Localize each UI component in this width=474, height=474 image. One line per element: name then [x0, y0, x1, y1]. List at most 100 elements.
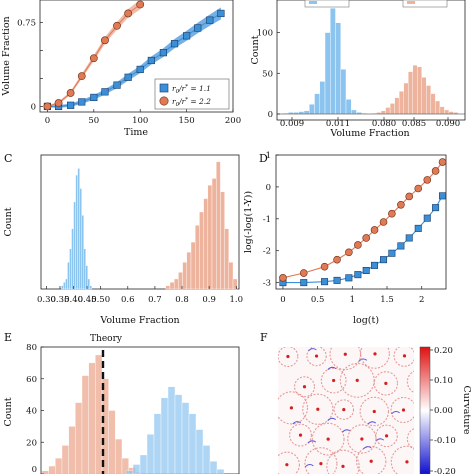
data-point	[438, 158, 447, 166]
data-point	[170, 40, 179, 48]
grain-center	[341, 464, 345, 468]
histogram-bar	[63, 282, 66, 290]
x-tick-label: 0.7	[148, 295, 162, 305]
x-tick-label: 0.6	[121, 295, 135, 305]
data-point	[388, 249, 396, 257]
y-tick-label: 0.75	[17, 18, 36, 28]
data-point	[431, 167, 440, 175]
panel-b-ylabel: Count	[250, 35, 261, 64]
histogram-bar	[83, 248, 86, 290]
grain-boundary	[359, 396, 390, 427]
histogram-bar	[81, 215, 84, 290]
histogram-bar	[85, 265, 88, 290]
data-point	[217, 9, 225, 18]
data-point	[345, 274, 353, 282]
data-point	[90, 93, 98, 102]
data-point	[414, 224, 422, 232]
data-point	[362, 266, 370, 274]
x-tick-label: 2	[419, 295, 424, 305]
series-line-blue	[47, 12, 222, 107]
histogram-bar	[95, 354, 103, 474]
data-point	[380, 256, 388, 264]
data-point	[299, 269, 308, 277]
data-point	[183, 32, 191, 40]
histogram-bar	[194, 225, 200, 290]
data-point	[113, 81, 121, 89]
grain-center	[373, 352, 377, 356]
histogram-bar	[186, 251, 192, 290]
data-point	[89, 54, 98, 63]
data-point	[354, 241, 362, 249]
data-point	[101, 36, 109, 45]
x-tick-label: 0.9	[202, 295, 216, 305]
grain-boundary	[278, 347, 299, 367]
panel-b-xlabel: Volume Fraction	[329, 128, 409, 139]
panel-c-letter: C	[4, 152, 12, 165]
grain-boundary	[304, 447, 338, 474]
x-tick-label: 1	[350, 295, 355, 305]
y-tick-label: -1	[263, 215, 271, 225]
x-tick-label: 0.35	[51, 295, 70, 305]
negative-curvature-arc	[307, 440, 317, 444]
data-point	[397, 200, 405, 209]
grain-boundary	[320, 367, 347, 394]
grain-boundary	[311, 422, 345, 456]
grain-center	[360, 437, 364, 441]
y-tick-label: 0	[268, 110, 273, 120]
data-point	[279, 274, 287, 282]
histogram-bar	[67, 262, 70, 290]
y-tick-label: 1	[266, 151, 271, 161]
y-tick-label: 60	[26, 375, 37, 385]
data-point	[43, 102, 52, 111]
histogram-bar	[121, 457, 129, 474]
y-tick-label: 50	[262, 69, 273, 79]
panel-d-ylabel: log(-log(1-Y))	[243, 191, 254, 253]
histogram-bar	[75, 174, 78, 290]
histogram-bar	[207, 184, 213, 290]
histogram-bar	[216, 161, 221, 290]
data-point	[206, 16, 214, 24]
histogram-bar	[108, 410, 116, 474]
colorbar-tick-label: 0.10	[434, 376, 453, 386]
data-point	[136, 65, 144, 74]
panel-b-legend-fragments	[304, 0, 448, 8]
grain-center	[342, 408, 346, 412]
grain-center	[314, 354, 319, 358]
histogram-bar	[345, 99, 352, 115]
colorbar-tick-label: -0.20	[434, 467, 456, 474]
negative-curvature-arc	[327, 417, 336, 421]
grain-center	[285, 463, 289, 467]
grain-center	[332, 378, 336, 383]
histogram-bar	[380, 110, 386, 115]
negative-curvature-arc	[391, 411, 400, 415]
series-line-orange	[282, 161, 443, 279]
data-point	[333, 276, 341, 284]
data-point	[66, 89, 75, 97]
theory-label: Theory	[90, 334, 123, 344]
grain-center	[298, 433, 303, 437]
histogram-bar	[403, 82, 409, 115]
histogram-bar	[61, 285, 64, 290]
histogram-bar	[228, 262, 234, 290]
panel-a-frame	[39, 0, 234, 113]
grain-boundary	[355, 446, 387, 474]
negative-curvature-arc	[308, 348, 317, 352]
legend-circle-icon	[159, 96, 169, 106]
grain-center	[319, 462, 323, 466]
grain-boundary	[293, 376, 316, 398]
histogram-bar	[232, 278, 238, 290]
data-point	[370, 226, 379, 234]
x-tick-label: 0.011	[326, 119, 350, 129]
negative-curvature-arc	[342, 429, 351, 433]
histogram-bar	[153, 413, 162, 474]
data-point	[78, 98, 86, 106]
negative-curvature-arc	[362, 446, 372, 450]
histogram-bar	[412, 64, 418, 115]
negative-curvature-arc	[367, 421, 377, 425]
negative-curvature-arc	[358, 358, 368, 362]
x-tick-label: 150	[178, 116, 194, 126]
grain-boundary	[302, 393, 334, 425]
x-tick-label: 0.8	[175, 295, 189, 305]
legend-entry-1-value: 1.1	[199, 84, 211, 93]
colorbar-tick-label: -0.10	[434, 436, 456, 446]
